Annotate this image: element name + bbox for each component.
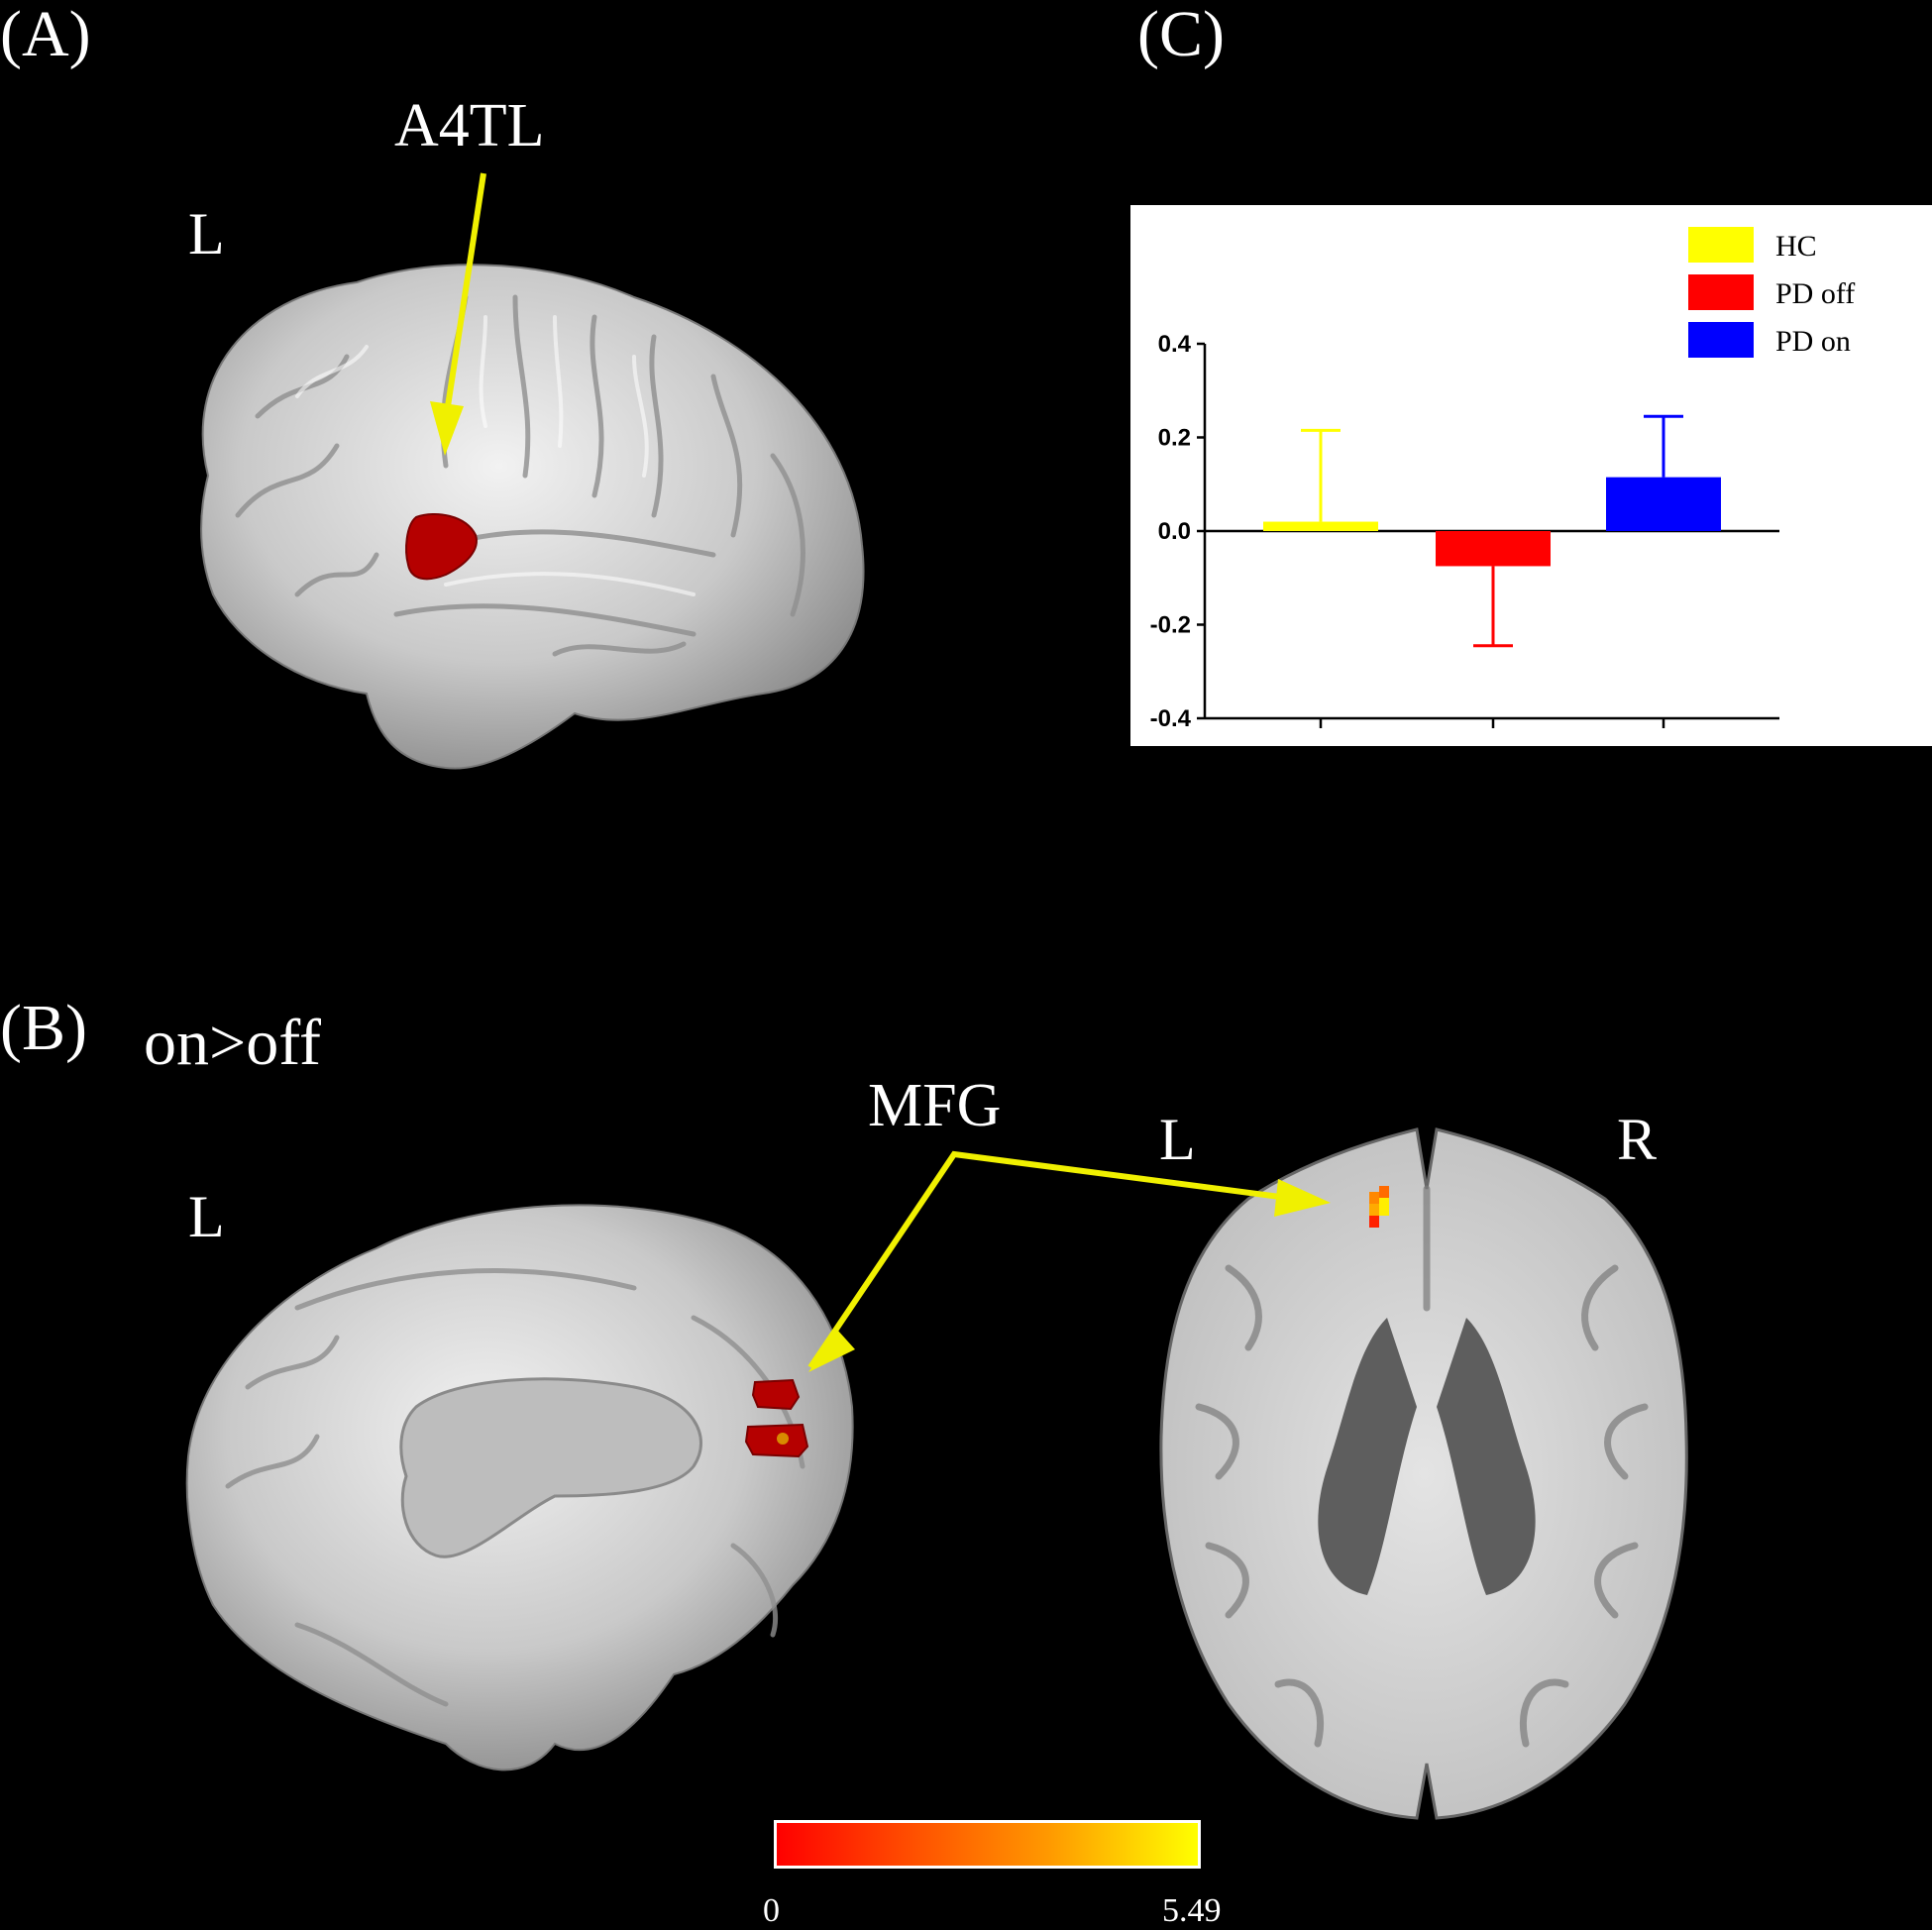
legend-swatch (1688, 322, 1754, 358)
colorbar-max-label: 5.49 (1162, 1892, 1222, 1929)
y-tick-label: 0.2 (1158, 425, 1191, 452)
a4tl-arrow (430, 172, 486, 456)
medial-brain-rendering (185, 1204, 854, 1771)
panel-c-label: (C) (1137, 0, 1225, 70)
legend-label: PD off (1775, 277, 1855, 310)
bar-pd-off (1436, 531, 1551, 567)
y-tick-label: -0.4 (1150, 705, 1192, 732)
axial-left-label: L (1159, 1107, 1196, 1172)
legend-swatch (1688, 274, 1754, 310)
lateral-brain-rendering (200, 264, 865, 770)
axial-brain-slice (1159, 1127, 1688, 1820)
mfg-activation-medial (744, 1378, 809, 1458)
panel-a-label: (A) (0, 0, 91, 70)
mfg-arrows (807, 1150, 1331, 1372)
legend-swatch (1688, 227, 1754, 263)
colorbar (774, 1820, 1201, 1869)
panel-a-side-label: L (188, 201, 225, 267)
y-tick-label: -0.2 (1150, 612, 1191, 639)
bar-chart: -0.4 -0.2 0.0 0.2 0.4 HC PD off PD on (1150, 227, 1855, 732)
panel-b-side-label: L (188, 1184, 225, 1249)
a4tl-label: A4TL (394, 92, 545, 160)
legend-label: HC (1775, 230, 1817, 263)
y-tick-label: 0.4 (1158, 331, 1192, 358)
a4tl-activation (405, 513, 478, 581)
mfg-activation-axial (1369, 1186, 1389, 1228)
y-tick-label: 0.0 (1158, 518, 1191, 545)
panel-b-label: (B) (0, 992, 87, 1064)
mfg-label: MFG (868, 1072, 1002, 1139)
colorbar-min-label: 0 (763, 1892, 780, 1929)
bar-chart-panel: -0.4 -0.2 0.0 0.2 0.4 HC PD off PD on (1130, 205, 1932, 746)
bar-hc (1263, 521, 1378, 531)
bar-pd-on (1606, 477, 1721, 531)
contrast-label: on>off (144, 1007, 321, 1079)
legend-label: PD on (1775, 325, 1851, 358)
axial-right-label: R (1617, 1107, 1658, 1172)
